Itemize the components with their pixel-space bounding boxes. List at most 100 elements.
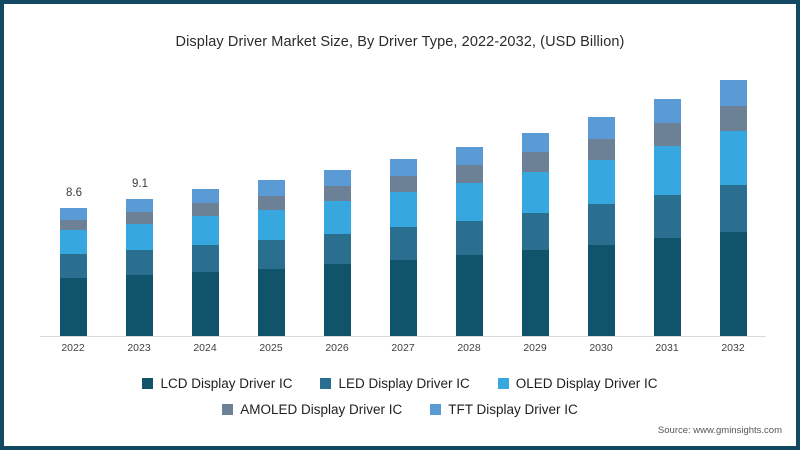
bar-segment bbox=[60, 207, 87, 220]
legend-swatch-icon bbox=[430, 403, 442, 415]
x-tick-2028: 2028 bbox=[457, 342, 481, 354]
legend-label: LCD Display Driver IC bbox=[160, 375, 293, 391]
bar-segment bbox=[720, 131, 747, 185]
legend-item[interactable]: AMOLED Display Driver IC bbox=[222, 402, 402, 417]
bar-segment bbox=[390, 227, 417, 260]
source-attribution: Source: www.gminsights.com bbox=[657, 425, 782, 436]
chart-canvas: Display Driver Market Size, By Driver Ty… bbox=[4, 4, 796, 446]
bar-segment bbox=[588, 159, 615, 205]
legend-item[interactable]: LCD Display Driver IC bbox=[142, 376, 292, 391]
bar-segment bbox=[126, 250, 153, 276]
bar-column bbox=[588, 117, 615, 336]
bar-segment bbox=[126, 275, 153, 336]
bar-segment bbox=[324, 264, 351, 336]
bar-segment bbox=[258, 195, 285, 210]
bar-segment bbox=[456, 255, 483, 336]
bar-column bbox=[258, 180, 285, 336]
bar-segment bbox=[456, 182, 483, 221]
legend-label: TFT Display Driver IC bbox=[448, 401, 578, 417]
bar-segment bbox=[60, 230, 87, 255]
bar-segment bbox=[654, 194, 681, 239]
legend-swatch-icon bbox=[320, 377, 332, 389]
bar-segment bbox=[654, 98, 681, 123]
bar-segment bbox=[126, 211, 153, 224]
bar-column bbox=[456, 146, 483, 336]
bar-value-label: 9.1 bbox=[132, 177, 148, 190]
bar-segment bbox=[126, 198, 153, 212]
bar-segment bbox=[654, 122, 681, 146]
x-tick-2032: 2032 bbox=[721, 342, 745, 354]
bar-segment bbox=[324, 201, 351, 234]
x-tick-2029: 2029 bbox=[523, 342, 547, 354]
legend-item[interactable]: LED Display Driver IC bbox=[320, 375, 470, 391]
chart-title: Display Driver Market Size, By Driver Ty… bbox=[175, 34, 625, 50]
bar-segment bbox=[258, 240, 285, 269]
legend-row-1: LCD Display Driver IC LED Display Driver … bbox=[4, 370, 796, 396]
bar-segment bbox=[324, 185, 351, 202]
bar-segment bbox=[258, 268, 285, 336]
bar-segment bbox=[192, 216, 219, 245]
bar-value-label: 8.6 bbox=[66, 186, 82, 199]
bar-segment bbox=[192, 203, 219, 217]
bar-segment bbox=[456, 146, 483, 166]
legend-item[interactable]: OLED Display Driver IC bbox=[497, 375, 658, 391]
legend-row-2: AMOLED Display Driver IC TFT Display Driv… bbox=[4, 396, 796, 422]
bar-segment bbox=[192, 271, 219, 336]
bar-segment bbox=[522, 152, 549, 172]
legend-swatch-icon bbox=[497, 377, 509, 389]
bar-column bbox=[522, 132, 549, 336]
legend-swatch-icon bbox=[222, 403, 234, 415]
legend-item[interactable]: TFT Display Driver IC bbox=[430, 402, 578, 417]
bar-segment bbox=[522, 171, 549, 214]
bar-segment bbox=[258, 180, 285, 196]
bar-segment bbox=[588, 204, 615, 245]
legend-label: OLED Display Driver IC bbox=[515, 375, 658, 391]
bar-segment bbox=[588, 244, 615, 336]
bar-segment bbox=[390, 192, 417, 228]
bar-segment bbox=[588, 139, 615, 160]
x-tick-2023: 2023 bbox=[127, 342, 151, 354]
bar-segment bbox=[720, 184, 747, 232]
bar-segment bbox=[324, 169, 351, 186]
bar-segment bbox=[390, 158, 417, 177]
bar-segment bbox=[126, 223, 153, 251]
bar-segment bbox=[522, 132, 549, 153]
bar-segment bbox=[720, 106, 747, 132]
chart-legend: LCD Display Driver IC LED Display Driver … bbox=[4, 370, 796, 422]
bar-column bbox=[720, 80, 747, 336]
bar-segment bbox=[654, 145, 681, 195]
x-tick-2026: 2026 bbox=[325, 342, 349, 354]
bar-column bbox=[60, 207, 87, 336]
bar-segment bbox=[192, 244, 219, 272]
bar-column bbox=[192, 189, 219, 336]
bar-segment bbox=[390, 259, 417, 336]
bar-segment bbox=[192, 189, 219, 204]
x-tick-2031: 2031 bbox=[655, 342, 679, 354]
bar-segment bbox=[588, 117, 615, 140]
bar-segment bbox=[456, 220, 483, 256]
x-tick-2024: 2024 bbox=[193, 342, 217, 354]
legend-swatch-icon bbox=[142, 377, 154, 389]
bar-column bbox=[126, 198, 153, 336]
bar-segment bbox=[258, 209, 285, 241]
bar-column bbox=[390, 158, 417, 336]
bar-segment bbox=[720, 80, 747, 107]
bar-segment bbox=[60, 254, 87, 279]
legend-label: AMOLED Display Driver IC bbox=[240, 401, 403, 417]
bar-segment bbox=[522, 213, 549, 251]
bar-segment bbox=[390, 176, 417, 193]
x-axis-line bbox=[40, 336, 766, 337]
bar-column bbox=[324, 169, 351, 336]
x-tick-2025: 2025 bbox=[259, 342, 283, 354]
bar-segment bbox=[324, 233, 351, 265]
bar-segment bbox=[720, 231, 747, 336]
x-tick-2027: 2027 bbox=[391, 342, 415, 354]
bar-segment bbox=[60, 219, 87, 231]
x-tick-2030: 2030 bbox=[589, 342, 613, 354]
bar-segment bbox=[60, 278, 87, 336]
bar-column bbox=[654, 98, 681, 336]
bar-segment bbox=[522, 250, 549, 336]
legend-label: LED Display Driver IC bbox=[338, 375, 470, 391]
x-tick-2022: 2022 bbox=[61, 342, 85, 354]
